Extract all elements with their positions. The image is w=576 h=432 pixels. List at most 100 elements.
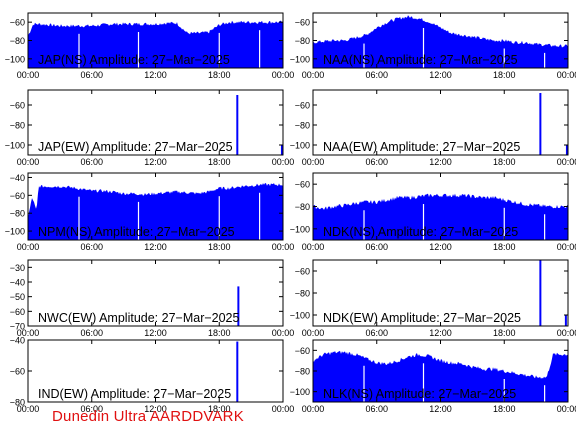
panel-8: −60 −80 −100 00:00 06:00 12:00 18:00 00:00 NDK(E… [290,259,576,338]
x-tick-label: 06:00 [365,328,388,338]
x-tick-label: 00:00 [302,157,325,167]
x-tick-label: 12:00 [144,404,167,414]
y-tick-label: −80 [295,121,310,131]
x-tick-label: 00:00 [272,242,295,252]
y-tick-label: −60 [10,367,25,377]
x-tick-label: 00:00 [302,70,325,80]
y-tick-label: −100 [290,311,310,321]
x-tick-label: 00:00 [272,404,295,414]
x-tick-label: 00:00 [557,157,576,167]
x-tick-label: 12:00 [429,157,452,167]
x-tick-label: 12:00 [144,157,167,167]
x-tick-label: 06:00 [80,404,103,414]
x-tick-label: 18:00 [493,328,516,338]
x-tick-label: 18:00 [208,328,231,338]
footer-title: Dunedin Ultra AARDDVARK [52,408,244,425]
y-tick-label: −40 [10,336,25,346]
y-tick-label: −100 [290,387,310,397]
y-tick-label: −60 [10,307,25,317]
panel-1: −60 −80 −100 00:00 06:00 12:00 18:00 00:00 JAP(N… [5,12,295,80]
y-tick-label: −60 [10,191,25,201]
x-tick-label: 00:00 [17,328,40,338]
y-tick-label: −80 [295,36,310,46]
x-tick-label: 06:00 [365,242,388,252]
x-tick-label: 00:00 [272,328,295,338]
panel-4: −60 −80 −100 00:00 06:00 12:00 18:00 00:00 NAA(E… [290,89,576,167]
panel-title: IND(EW) Amplitude: 27−Mar−2025 [38,387,231,401]
x-tick-label: 18:00 [493,70,516,80]
x-tick-label: 18:00 [208,70,231,80]
x-tick-label: 06:00 [80,70,103,80]
panel-title: JAP(NS) Amplitude: 27−Mar−2025 [38,53,230,67]
y-tick-label: −70 [10,322,25,332]
x-tick-label: 00:00 [302,242,325,252]
x-tick-label: 12:00 [144,70,167,80]
panel-5: −40 −60 −80 −100 00:00 06:00 12:00 18:00 00:00 NP… [5,172,295,252]
y-tick-label: −40 [10,278,25,288]
panel-title: NAA(EW) Amplitude: 27−Mar−2025 [323,140,520,154]
x-tick-label: 06:00 [365,404,388,414]
panel-2: −60 −80 −100 00:00 06:00 12:00 18:00 00:00 NAA(N… [290,12,576,80]
x-tick-label: 12:00 [144,242,167,252]
y-tick-label: −80 [295,202,310,212]
y-tick-label: −100 [5,141,25,151]
x-tick-label: 18:00 [493,242,516,252]
y-tick-label: −60 [295,267,310,277]
x-tick-label: 06:00 [80,242,103,252]
y-tick-label: −80 [295,289,310,299]
x-tick-label: 12:00 [429,242,452,252]
panel-title: NDK(EW) Amplitude: 27−Mar−2025 [323,311,521,325]
x-tick-label: 06:00 [80,157,103,167]
x-tick-label: 00:00 [17,242,40,252]
y-tick-label: −60 [295,101,310,111]
x-tick-label: 12:00 [429,404,452,414]
y-tick-label: −100 [5,54,25,64]
x-tick-label: 18:00 [208,404,231,414]
y-tick-label: −30 [10,263,25,273]
x-tick-label: 00:00 [272,157,295,167]
panel-title: JAP(EW) Amplitude: 27−Mar−2025 [38,140,233,154]
x-tick-label: 00:00 [302,404,325,414]
x-tick-label: 18:00 [493,157,516,167]
panel-title: NAA(NS) Amplitude: 27−Mar−2025 [323,53,518,67]
y-tick-label: −100 [290,141,310,151]
x-tick-label: 00:00 [17,70,40,80]
y-tick-label: −50 [10,292,25,302]
y-tick-label: −100 [5,227,25,237]
x-tick-label: 06:00 [365,157,388,167]
panel-title: NDK(NS) Amplitude: 27−Mar−2025 [323,225,518,239]
x-tick-label: 12:00 [144,328,167,338]
x-tick-label: 18:00 [208,157,231,167]
x-tick-label: 00:00 [17,404,40,414]
y-tick-label: −80 [10,36,25,46]
x-tick-label: 12:00 [429,328,452,338]
y-tick-label: −80 [295,367,310,377]
x-tick-label: 00:00 [557,328,576,338]
panel-10: −60 −80 −100 00:00 06:00 12:00 18:00 00:00 NLK(N… [290,339,576,414]
x-tick-label: 18:00 [208,242,231,252]
panel-6: −60 −80 −100 00:00 06:00 12:00 18:00 00:00 NDK(N… [290,172,576,252]
y-tick-label: −80 [10,209,25,219]
panel-title: NWC(EW) Amplitude: 27−Mar−2025 [38,311,240,325]
y-tick-label: −100 [290,224,310,234]
x-tick-label: 00:00 [557,70,576,80]
y-tick-label: −60 [10,18,25,28]
y-tick-label: −80 [10,398,25,408]
panel-3: −60 −80 −100 00:00 06:00 12:00 18:00 00:00 JAP(E… [5,89,295,167]
x-tick-label: 00:00 [17,157,40,167]
y-tick-label: −60 [10,101,25,111]
y-tick-label: −60 [295,18,310,28]
y-tick-label: −80 [10,121,25,131]
x-tick-label: 12:00 [429,70,452,80]
y-tick-label: −40 [10,173,25,183]
y-tick-label: −60 [295,346,310,356]
x-tick-label: 00:00 [557,242,576,252]
x-tick-label: 00:00 [272,70,295,80]
x-tick-label: 06:00 [80,328,103,338]
panel-title: NLK(NS) Amplitude: 27−Mar−2025 [323,387,516,401]
y-tick-label: −60 [295,180,310,190]
x-tick-label: 06:00 [365,70,388,80]
